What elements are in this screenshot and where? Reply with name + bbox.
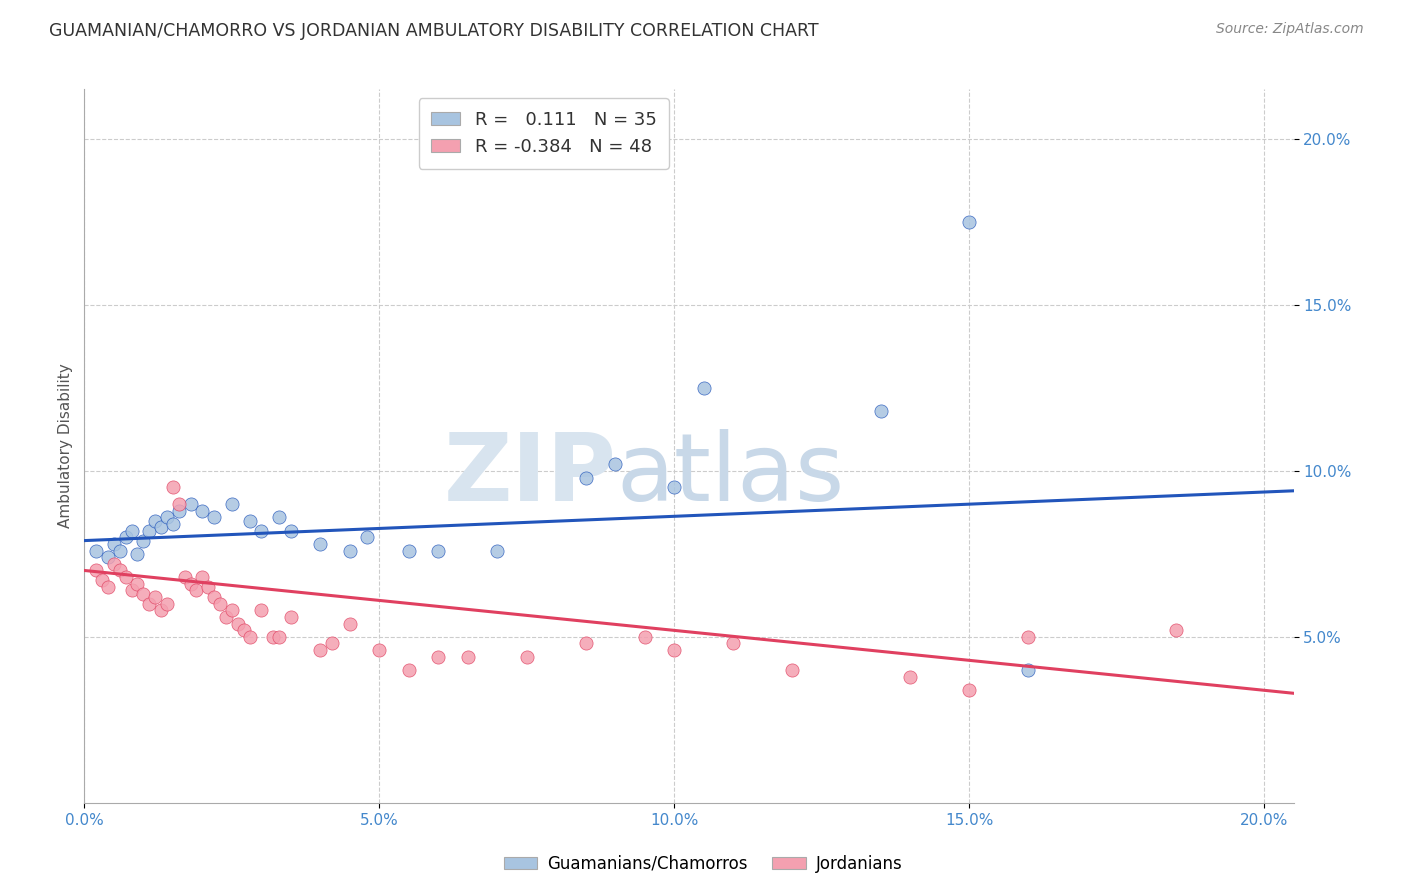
Point [664,481,686,495]
Point [321,636,343,650]
Point [575,470,598,484]
Point [202,590,225,604]
Point [103,557,125,571]
Point [215,610,238,624]
Point [280,610,302,624]
Point [898,670,921,684]
Point [97,580,120,594]
Point [103,537,125,551]
Point [267,510,290,524]
Point [91,574,114,588]
Point [150,520,173,534]
Legend: R =   0.111   N = 35, R = -0.384   N = 48: R = 0.111 N = 35, R = -0.384 N = 48 [419,98,669,169]
Point [150,603,173,617]
Point [957,215,980,229]
Point [575,636,598,650]
Text: ZIP: ZIP [443,428,616,521]
Point [127,547,149,561]
Point [692,381,714,395]
Point [427,649,450,664]
Point [121,524,143,538]
Point [132,533,155,548]
Point [262,630,284,644]
Point [138,597,160,611]
Point [186,583,208,598]
Point [398,663,420,677]
Y-axis label: Ambulatory Disability: Ambulatory Disability [58,364,73,528]
Point [238,514,260,528]
Point [516,649,538,664]
Point [634,630,657,644]
Point [162,481,184,495]
Point [721,636,744,650]
Point [1164,624,1187,638]
Point [84,564,107,578]
Point [97,550,120,565]
Point [486,543,509,558]
Point [202,510,225,524]
Point [180,497,202,511]
Point [84,543,107,558]
Point [1017,663,1039,677]
Point [221,603,243,617]
Point [167,497,190,511]
Point [191,504,214,518]
Point [121,583,143,598]
Point [339,543,361,558]
Point [1017,630,1039,644]
Point [226,616,249,631]
Point [780,663,803,677]
Point [143,514,166,528]
Point [167,504,190,518]
Point [457,649,479,664]
Point [869,404,891,418]
Point [138,524,160,538]
Point [957,682,980,697]
Point [250,603,273,617]
Point [221,497,243,511]
Point [238,630,260,644]
Point [356,530,378,544]
Point [398,543,420,558]
Point [197,580,219,594]
Text: GUAMANIAN/CHAMORRO VS JORDANIAN AMBULATORY DISABILITY CORRELATION CHART: GUAMANIAN/CHAMORRO VS JORDANIAN AMBULATO… [49,22,818,40]
Point [108,543,131,558]
Point [114,530,136,544]
Point [208,597,231,611]
Point [156,510,179,524]
Point [114,570,136,584]
Text: Source: ZipAtlas.com: Source: ZipAtlas.com [1216,22,1364,37]
Point [250,524,273,538]
Point [267,630,290,644]
Point [180,576,202,591]
Point [339,616,361,631]
Legend: Guamanians/Chamorros, Jordanians: Guamanians/Chamorros, Jordanians [496,848,910,880]
Point [127,576,149,591]
Point [108,564,131,578]
Point [427,543,450,558]
Point [232,624,254,638]
Point [368,643,391,657]
Point [664,643,686,657]
Point [162,516,184,531]
Text: atlas: atlas [616,428,845,521]
Point [132,587,155,601]
Point [309,643,332,657]
Point [309,537,332,551]
Point [143,590,166,604]
Point [605,457,627,471]
Point [156,597,179,611]
Point [173,570,195,584]
Point [191,570,214,584]
Point [280,524,302,538]
